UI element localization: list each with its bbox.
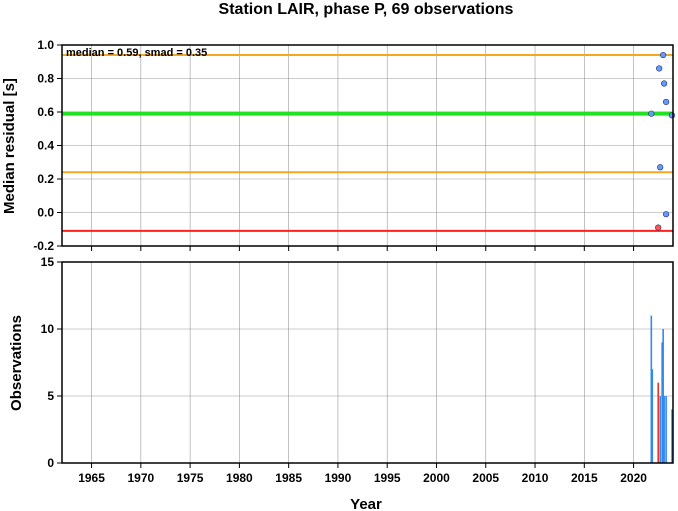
observation-bar: [661, 342, 663, 463]
observations-frame: [61, 261, 674, 464]
residual-y-tick-label: 0.2: [37, 172, 54, 186]
median-annotation: median = 0.59, smad = 0.35: [66, 47, 207, 59]
residual-point: [668, 112, 676, 119]
x-tick-label: 1985: [275, 471, 302, 485]
residual-y-tick-label: 0.8: [37, 72, 54, 86]
x-tick-label: 1970: [127, 471, 154, 485]
chart-title: Station LAIR, phase P, 69 observations: [219, 1, 514, 18]
observation-bars: [650, 315, 673, 463]
observations-panel: 0 5 10 15 1965 1970 1975 1980 1985 1990 1995 2000 2…: [8, 255, 674, 511]
residual-panel: -0.2 0.0 0.2 0.4 0.6 0.8 1.0 median = 0.59, sm…: [1, 38, 676, 253]
residual-y-ticks: -0.2 0.0 0.2 0.4 0.6 0.8 1.0: [33, 38, 62, 253]
observation-bar: [663, 396, 665, 463]
residual-point: [648, 110, 655, 117]
x-tick-label: 2000: [423, 471, 450, 485]
observations-y-tick-label: 5: [47, 389, 54, 403]
x-tick-label: 1995: [374, 471, 401, 485]
x-tick-label: 1990: [325, 471, 352, 485]
residual-point: [663, 211, 670, 218]
observations-y-axis-label: Observations: [8, 315, 25, 411]
x-tick-label: 2010: [522, 471, 549, 485]
residual-point: [656, 65, 663, 72]
observation-bar: [662, 329, 664, 463]
x-tick-label: 2020: [620, 471, 647, 485]
x-tick-label: 2015: [571, 471, 598, 485]
residual-point: [661, 80, 668, 87]
residual-y-tick-label: 1.0: [37, 38, 54, 52]
residual-point: [657, 164, 664, 171]
residual-y-axis-label: Median residual [s]: [1, 78, 18, 214]
residual-y-tick-label: 0.4: [37, 139, 54, 153]
residual-y-tick-label: 0.6: [37, 105, 54, 119]
observation-bar: [665, 396, 667, 463]
observation-bar: [657, 382, 660, 463]
residual-points: [648, 51, 676, 231]
residual-x-tickmarks: [91, 246, 635, 251]
residual-point: [655, 224, 662, 231]
observation-bar: [651, 369, 654, 463]
observations-grid: [62, 261, 673, 464]
observation-bar: [659, 396, 661, 463]
observation-bar: [671, 409, 673, 463]
observations-y-ticks: 0 5 10 15: [41, 255, 62, 470]
observations-y-tick-label: 15: [41, 255, 55, 269]
observations-y-tick-label: 10: [41, 322, 55, 336]
observations-x-ticks: 1965 1970 1975 1980 1985 1990 1995 2000 2005 2010…: [78, 463, 647, 485]
residual-y-tick-label: 0.0: [37, 206, 54, 220]
residual-point: [663, 98, 670, 106]
x-axis-label: Year: [350, 496, 382, 511]
x-tick-label: 1975: [177, 471, 204, 485]
x-tick-label: 2005: [472, 471, 499, 485]
x-tick-label: 1980: [226, 471, 253, 485]
x-tick-label: 1965: [78, 471, 105, 485]
residual-point: [660, 51, 667, 59]
residual-reference-lines: [62, 54, 673, 232]
observation-bar: [650, 315, 653, 463]
residual-y-tick-label: -0.2: [33, 239, 54, 253]
observations-y-tick-label: 0: [47, 456, 54, 470]
residual-grid: [62, 44, 673, 247]
